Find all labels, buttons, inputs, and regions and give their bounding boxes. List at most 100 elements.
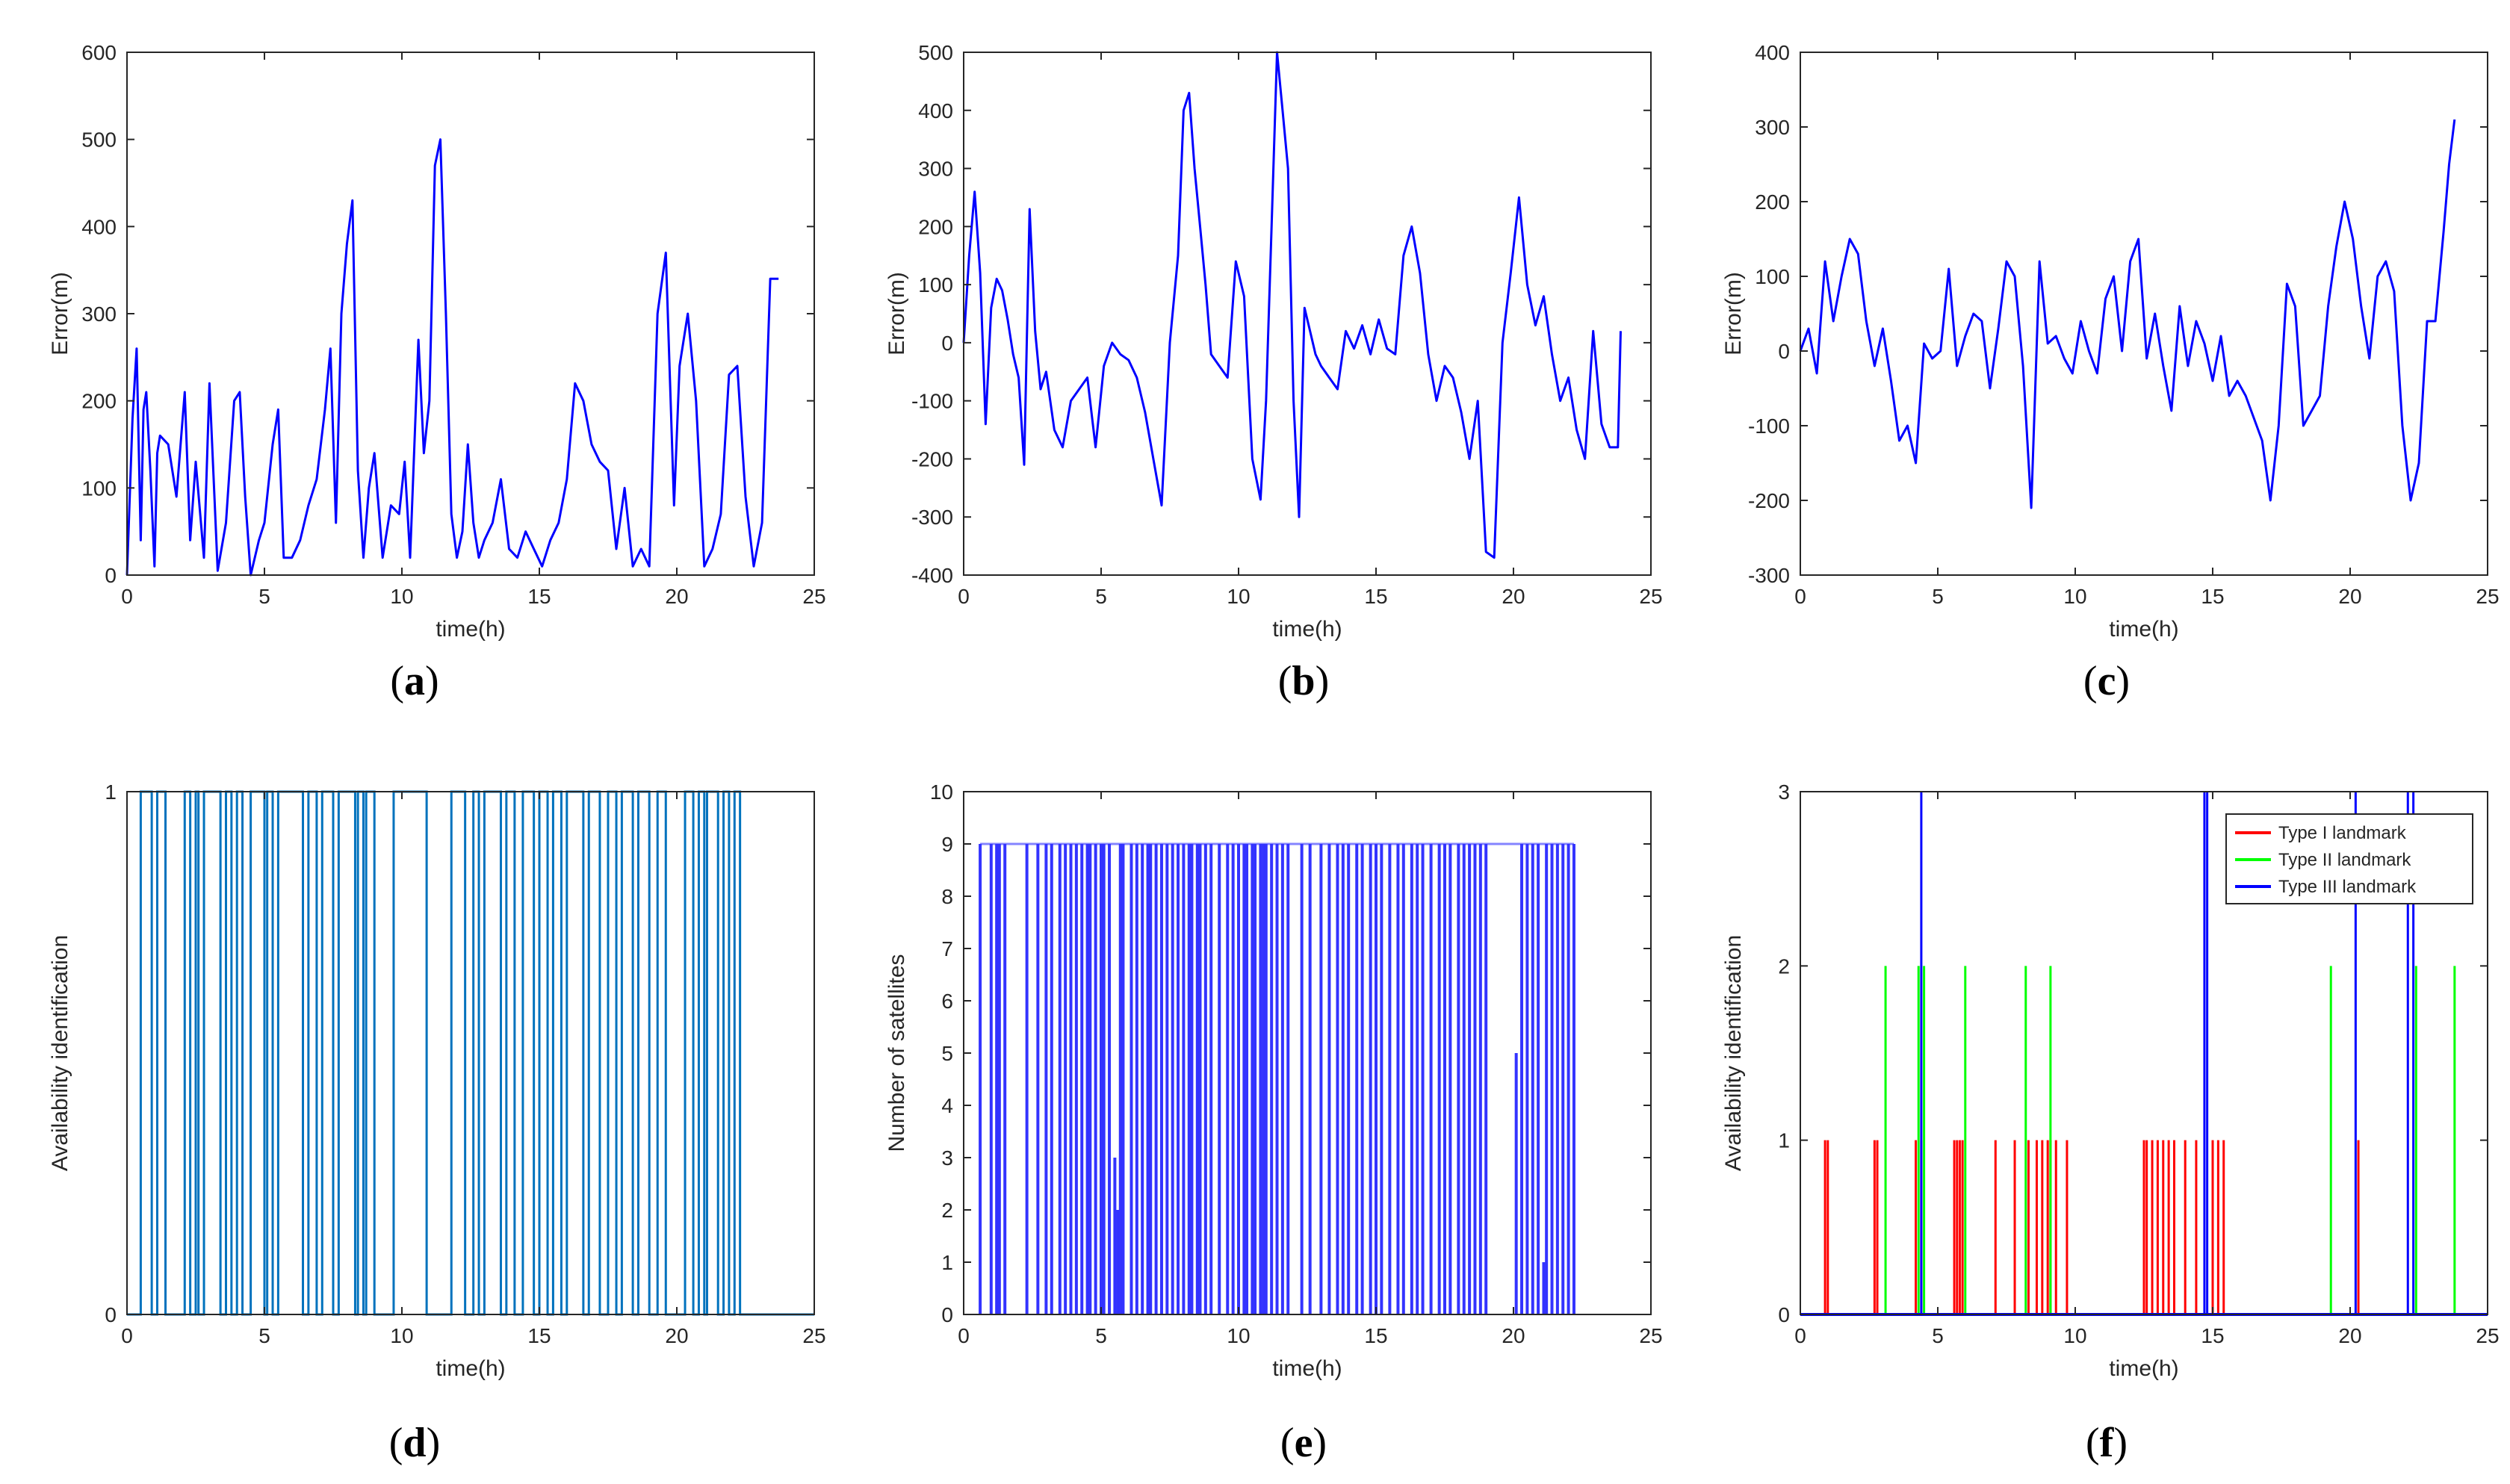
caption-a: (a): [390, 658, 439, 704]
x-tick-label: 20: [2338, 1324, 2361, 1347]
y-tick-label: 1: [105, 780, 117, 804]
x-tick-label: 15: [1364, 585, 1387, 608]
x-tick-label: 5: [1932, 585, 1944, 608]
y-tick-label: 0: [1778, 340, 1790, 363]
y-tick-label: 9: [941, 833, 953, 856]
y-tick-label: 200: [918, 215, 953, 238]
series-line-c: [1799, 119, 2456, 509]
chart-svg-e: 0 5 10 15 20 25 0 1 2 3 4 5 6 7 8 9 10 time(h) Number of s…: [884, 780, 1663, 1381]
y-tick-label: -300: [1748, 564, 1790, 587]
x-tick-label: 25: [2476, 1324, 2499, 1347]
x-axis-label: time(h): [1272, 617, 1342, 642]
y-tick-label: -200: [911, 447, 953, 471]
x-tick-label: 25: [2476, 585, 2499, 608]
y-tick-label: 7: [941, 937, 953, 960]
y-tick-label: 3: [1778, 780, 1790, 804]
y-tick-label: 200: [1755, 190, 1790, 214]
caption-letter-b: b: [1292, 658, 1316, 704]
caption-letter-a: a: [404, 658, 425, 704]
y-tick-label: 400: [81, 215, 117, 238]
axes-box: [126, 791, 815, 1315]
y-axis-label: Availability identification: [1721, 935, 1746, 1171]
y-tick-label: 3: [941, 1146, 953, 1170]
y-tick-label: 0: [105, 1303, 117, 1326]
x-tick-label: 0: [1794, 1324, 1806, 1347]
x-tick-label: 25: [802, 585, 825, 608]
chart-panel-b: 0 5 10 15 20 25 -400 -300 -200 -100 0 100 200 300 400 5…: [881, 22, 1673, 665]
chart-panel-d: 0 5 10 15 20 25 0 1 time(h) Availability identifi…: [45, 762, 837, 1404]
y-tick-label: 6: [941, 990, 953, 1013]
x-tick-label: 10: [2063, 1324, 2086, 1347]
x-axis-label: time(h): [436, 1356, 505, 1381]
caption-e: (e): [1280, 1420, 1327, 1466]
y-tick-label: 4: [941, 1094, 953, 1117]
y-axis-label: Error(m): [48, 272, 72, 356]
y-tick-label: 1: [1778, 1129, 1790, 1152]
plot-background: [964, 52, 1651, 575]
y-tick-label: -400: [911, 564, 953, 587]
x-tick-label: 15: [1364, 1324, 1387, 1347]
y-tick-label: 0: [941, 1303, 953, 1326]
series-line-b: [962, 51, 1622, 559]
x-tick-label: 15: [527, 585, 551, 608]
caption-letter-e: e: [1294, 1420, 1313, 1466]
y-tick-label: 100: [81, 476, 117, 500]
x-tick-label: 5: [258, 585, 270, 608]
y-axis-label: Error(m): [884, 272, 909, 356]
y-tick-label: -300: [911, 506, 953, 529]
y-tick-label: 500: [81, 128, 117, 152]
plot-background: [127, 792, 814, 1314]
x-tick-label: 5: [258, 1324, 270, 1347]
legend: Type I landmark Type II landmark Type III …: [2225, 813, 2473, 904]
y-tick-label: 400: [918, 99, 953, 122]
x-tick-label: 10: [1227, 1324, 1250, 1347]
y-tick-label: 300: [918, 158, 953, 181]
x-tick-label: 20: [1502, 585, 1525, 608]
y-tick-label: 8: [941, 885, 953, 908]
y-tick-label: 0: [941, 332, 953, 355]
y-tick-label: 1: [941, 1251, 953, 1274]
x-axis-label: time(h): [2109, 1356, 2178, 1381]
chart-svg-f: 0 5 10 15 20 25 0 1 2 3 time(h) Availability identi…: [1721, 780, 2500, 1381]
y-tick-label: 100: [1755, 265, 1790, 288]
x-tick-label: 25: [802, 1324, 825, 1347]
y-tick-label: 0: [105, 564, 117, 587]
x-tick-label: 25: [1639, 1324, 1662, 1347]
x-tick-label: 25: [1639, 585, 1662, 608]
y-tick-label: 400: [1755, 41, 1790, 64]
x-tick-label: 0: [121, 1324, 133, 1347]
y-tick-label: 0: [1778, 1303, 1790, 1326]
chart-panel-a: 0 5 10 15 20 25 0 100 200 300 400 500 600 time(h) Erro…: [45, 22, 837, 665]
caption-f: (f): [2086, 1420, 2128, 1466]
x-tick-label: 0: [958, 585, 970, 608]
y-axis-label: Error(m): [1721, 272, 1746, 356]
caption-b: (b): [1277, 658, 1330, 704]
x-axis-label: time(h): [436, 617, 505, 642]
x-tick-label: 10: [390, 585, 413, 608]
x-tick-label: 20: [665, 1324, 688, 1347]
x-tick-label: 10: [390, 1324, 413, 1347]
caption-letter-f: f: [2099, 1420, 2114, 1466]
chart-panel-c: 0 5 10 15 20 25 -300 -200 -100 0 100 200 300 400 time(…: [1718, 22, 2510, 665]
y-tick-label: 300: [81, 302, 117, 326]
x-tick-label: 20: [665, 585, 688, 608]
x-tick-label: 5: [1095, 585, 1107, 608]
y-axis-label: Number of satellites: [884, 954, 909, 1152]
x-tick-label: 15: [2201, 1324, 2224, 1347]
x-tick-label: 10: [1227, 585, 1250, 608]
y-tick-label: 2: [1778, 954, 1790, 978]
plot-background: [964, 792, 1651, 1314]
legend-entry: Type I landmark: [2278, 823, 2407, 843]
legend-entry: Type III landmark: [2278, 877, 2417, 897]
x-axis-label: time(h): [1272, 1356, 1342, 1381]
x-tick-label: 0: [121, 585, 133, 608]
y-tick-label: -100: [1748, 415, 1790, 438]
y-axis-label: Availability identification: [48, 935, 72, 1171]
y-tick-label: 600: [81, 41, 117, 64]
y-tick-label: 10: [930, 780, 953, 804]
caption-c: (c): [2083, 658, 2131, 704]
x-tick-label: 5: [1932, 1324, 1944, 1347]
x-tick-label: 20: [2338, 585, 2361, 608]
y-tick-label: -200: [1748, 489, 1790, 512]
y-tick-label: 2: [941, 1199, 953, 1222]
